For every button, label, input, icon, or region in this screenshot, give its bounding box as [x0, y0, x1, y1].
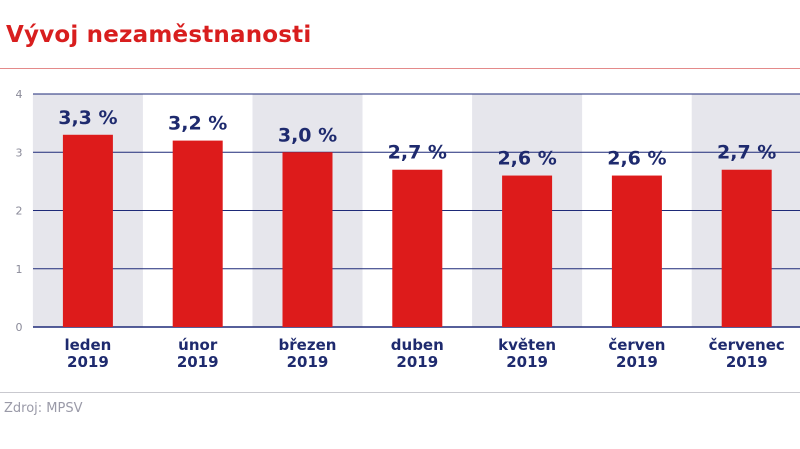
bar — [721, 169, 772, 327]
y-tick-label: 2 — [16, 205, 23, 218]
x-tick-label-month: únor — [178, 336, 218, 354]
bar — [502, 175, 553, 327]
data-label: 2,6 % — [607, 148, 666, 170]
data-label: 2,7 % — [388, 142, 447, 164]
x-tick-label-month: červen — [608, 336, 665, 354]
data-label: 3,0 % — [278, 124, 337, 146]
y-tick-label: 3 — [16, 146, 23, 159]
x-tick-label-year: 2019 — [67, 353, 109, 371]
bar — [392, 169, 443, 327]
data-label: 2,6 % — [497, 148, 556, 170]
x-tick-label-month: březen — [279, 336, 337, 354]
data-label: 3,2 % — [168, 113, 227, 135]
x-tick-label-month: květen — [498, 336, 556, 354]
data-label: 2,7 % — [717, 142, 776, 164]
data-labels: 3,3 % 3,2 % 3,0 % 2,7 % 2,6 % 2,6 % 2,7 % — [58, 107, 776, 170]
x-tick-label-year: 2019 — [616, 353, 658, 371]
x-tick-label-year: 2019 — [177, 353, 219, 371]
y-tick-label: 0 — [16, 321, 23, 334]
source-note: Zdroj: MPSV — [4, 401, 83, 416]
x-tick-label-month: červenec — [709, 336, 785, 354]
x-tick-labels: leden2019únor2019březen2019duben2019květ… — [64, 336, 784, 371]
y-tick-label: 4 — [16, 88, 23, 101]
bars — [62, 134, 772, 327]
x-tick-label-year: 2019 — [726, 353, 768, 371]
x-tick-label-year: 2019 — [396, 353, 438, 371]
y-tick-label: 1 — [16, 263, 23, 276]
x-tick-label-month: leden — [64, 336, 111, 354]
bar-chart: 0 1 2 3 4 3,3 % 3,2 % 3,0 % 2,7 % 2,6 % 2,6 % 2,7 … — [16, 88, 800, 371]
data-label: 3,3 % — [58, 107, 117, 129]
bar — [611, 175, 662, 327]
bar — [282, 152, 333, 327]
x-tick-label-year: 2019 — [506, 353, 548, 371]
y-tick-labels: 0 1 2 3 4 — [16, 88, 23, 334]
bar — [62, 134, 113, 327]
footer-divider — [0, 392, 800, 393]
chart-title: Vývoj nezaměstnanosti — [6, 22, 312, 48]
bar — [172, 140, 223, 327]
x-tick-label-month: duben — [391, 336, 444, 354]
title-divider — [0, 68, 800, 69]
x-tick-label-year: 2019 — [287, 353, 329, 371]
